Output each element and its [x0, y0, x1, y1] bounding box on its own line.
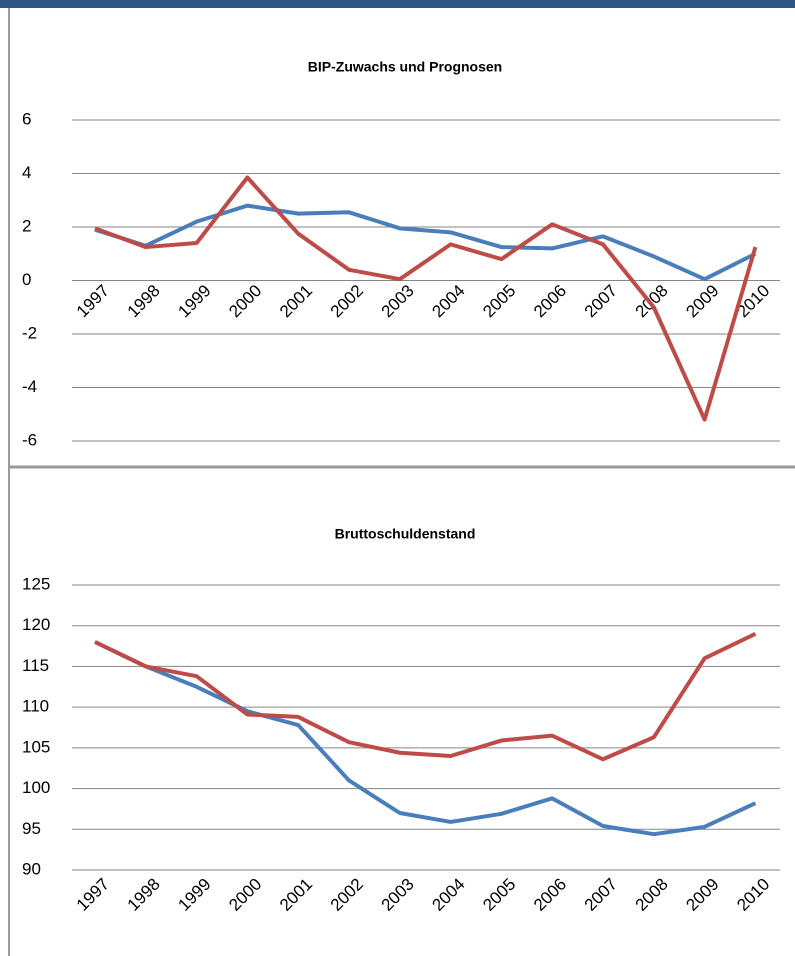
y-tick-label: 4: [22, 163, 31, 182]
series-line: [94, 632, 757, 762]
panel: [8, 8, 795, 956]
y-tick-label: 90: [22, 859, 41, 878]
y-tick-label: 125: [22, 574, 50, 593]
y-tick-label: -4: [22, 377, 37, 396]
series-line: [94, 640, 757, 837]
y-tick-label: -2: [22, 323, 37, 342]
chart-title: BIP-Zuwachs und Prognosen: [308, 59, 502, 75]
y-tick-label: 110: [22, 697, 49, 716]
series-line: [94, 175, 758, 422]
y-tick-label: 95: [22, 819, 41, 838]
y-tick-label: -6: [22, 430, 37, 449]
y-tick-label: 120: [22, 615, 50, 634]
y-tick-label: 100: [22, 778, 50, 797]
y-tick-label: 2: [22, 216, 31, 235]
y-tick-label: 115: [22, 656, 49, 675]
chart-title: Bruttoschuldenstand: [335, 526, 476, 542]
y-tick-label: 6: [22, 109, 31, 128]
series-line: [94, 203, 757, 282]
y-tick-label: 105: [22, 737, 50, 756]
y-tick-label: 0: [22, 270, 31, 289]
top-bar: [0, 0, 795, 8]
